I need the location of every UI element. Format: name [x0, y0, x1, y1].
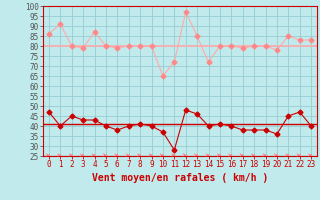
X-axis label: Vent moyen/en rafales ( km/h ): Vent moyen/en rafales ( km/h )	[92, 173, 268, 183]
